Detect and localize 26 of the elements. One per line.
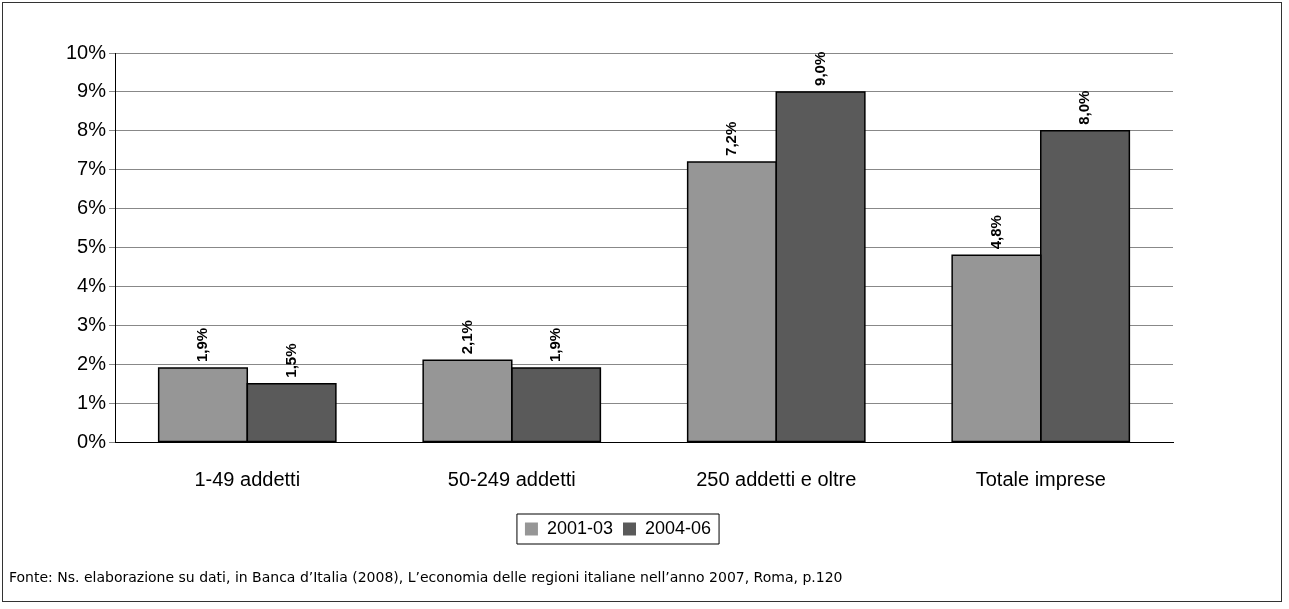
source-note: Fonte: Ns. elaborazione su dati, in Banca d’Italia (2008), L’economia delle regioni italiane nell’anno 2007, Roma, p.120 bbox=[9, 569, 843, 585]
data-label: 1,9% bbox=[546, 327, 564, 363]
x-tick-label: 250 addetti e oltre bbox=[696, 467, 857, 490]
y-tick-label: 5% bbox=[77, 235, 107, 258]
y-tick-label: 8% bbox=[77, 118, 107, 141]
y-tick-label: 9% bbox=[77, 79, 107, 102]
data-label: 4,8% bbox=[986, 215, 1004, 250]
x-tick-label: 1-49 addetti bbox=[194, 467, 301, 490]
data-label: 2,1% bbox=[457, 320, 475, 355]
legend-label: 2001-03 bbox=[546, 517, 613, 538]
data-label: 7,2% bbox=[722, 121, 740, 156]
x-tick-label: 50-249 addetti bbox=[447, 467, 576, 490]
data-label: 8,0% bbox=[1075, 90, 1093, 125]
y-tick-label: 0% bbox=[77, 429, 107, 452]
y-tick-label: 6% bbox=[77, 196, 107, 219]
y-tick-label: 1% bbox=[77, 390, 107, 413]
x-tick-label: Totale imprese bbox=[975, 467, 1106, 490]
y-tick-label: 2% bbox=[77, 351, 107, 374]
data-label: 1,9% bbox=[193, 327, 211, 363]
y-tick-label: 4% bbox=[77, 273, 107, 296]
y-tick-label: 3% bbox=[77, 312, 107, 335]
y-tick-label: 10% bbox=[66, 40, 107, 63]
legend-label: 2004-06 bbox=[645, 517, 712, 538]
y-tick-label: 7% bbox=[77, 157, 107, 180]
data-label: 9,0% bbox=[810, 51, 828, 86]
data-label: 1,5% bbox=[281, 343, 299, 378]
